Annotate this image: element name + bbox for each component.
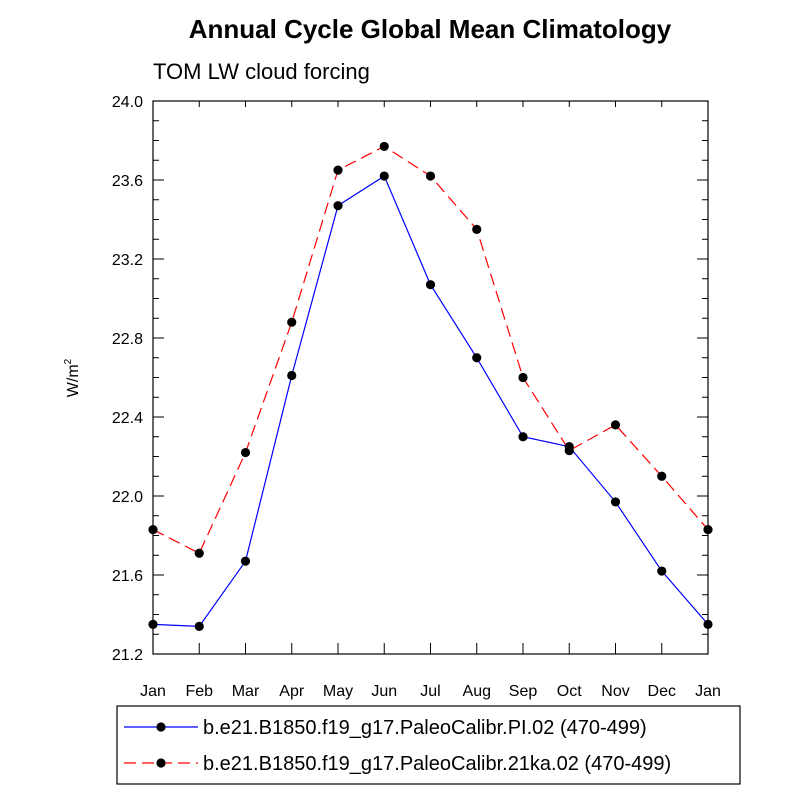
x-tick-label: Jun: [371, 683, 397, 700]
series-1-point: [703, 619, 713, 629]
x-tick-label: Nov: [601, 683, 629, 700]
y-tick-label: 22.0: [112, 489, 143, 506]
series-2-point: [472, 224, 482, 234]
y-axis-label: W/m2: [63, 358, 82, 397]
x-tick-label: Mar: [232, 683, 260, 700]
y-tick-label: 21.2: [112, 647, 143, 664]
series-2-point: [518, 372, 528, 383]
series-2-point: [657, 471, 667, 481]
legend-marker-1: [156, 722, 166, 732]
series-2-point: [610, 420, 621, 430]
chart-subtitle: TOM LW cloud forcing: [153, 59, 370, 84]
y-tick-label: 23.2: [112, 252, 143, 269]
legend-box: [116, 705, 741, 785]
series-layer: [148, 141, 713, 631]
x-tick-label: Apr: [279, 683, 305, 700]
series-2-point: [240, 447, 251, 458]
y-tick-label: 24.0: [112, 94, 143, 111]
y-axis-label-text: W/m: [65, 364, 82, 397]
series-1-point: [610, 497, 621, 507]
y-axis-label-superscript: 2: [63, 358, 74, 364]
y-tick-label: 22.4: [112, 410, 143, 427]
series-2-point: [703, 524, 713, 535]
x-tick-label: Oct: [557, 683, 582, 700]
x-tick-label: May: [323, 683, 353, 700]
series-1-point: [425, 280, 436, 290]
series-2-point: [333, 165, 343, 175]
x-tick-label: Jul: [420, 683, 440, 700]
series-2-point: [564, 445, 574, 456]
legend: b.e21.B1850.f19_g17.PaleoCalibr.PI.02 (4…: [124, 717, 671, 775]
chart-title: Annual Cycle Global Mean Climatology: [189, 14, 672, 44]
x-tick-label: Jan: [695, 683, 721, 700]
x-tick-label: Aug: [463, 683, 491, 700]
series-1-point: [472, 353, 482, 363]
y-tick-label: 22.8: [112, 331, 143, 348]
series-1-point: [287, 370, 297, 381]
series-line-2: [152, 145, 709, 555]
series-1-point: [379, 171, 389, 181]
x-tick-label: Jan: [140, 683, 166, 700]
series-2-point: [287, 317, 297, 327]
legend-label-2: b.e21.B1850.f19_g17.PaleoCalibr.21ka.02 …: [203, 753, 671, 775]
x-tick-label: Sep: [509, 683, 538, 700]
series-2-point: [379, 141, 389, 152]
plot-frame: [152, 100, 709, 655]
y-axis-ticks: 21.2 21.6 22.0 22.4 22.8 23.2 23.6 24.0: [112, 94, 708, 664]
series-1-point: [148, 619, 158, 629]
series-1-point: [657, 566, 667, 576]
x-tick-label: Dec: [648, 683, 676, 700]
legend-label-1: b.e21.B1850.f19_g17.PaleoCalibr.PI.02 (4…: [203, 717, 647, 739]
series-1-point: [240, 556, 251, 566]
series-1-point: [194, 621, 204, 631]
series-2-point: [425, 171, 436, 181]
legend-marker-2: [156, 758, 166, 768]
y-tick-label: 23.6: [112, 173, 143, 190]
series-line-1: [152, 175, 709, 627]
series-2-point: [148, 524, 158, 535]
x-tick-label: Feb: [185, 683, 213, 700]
series-1-point: [518, 432, 528, 442]
y-tick-label: 21.6: [112, 568, 143, 585]
series-1-point: [333, 201, 343, 211]
x-axis-ticks: Jan Feb Mar Apr May Jun Jul Aug Sep Oct Nov Dec Jan: [140, 101, 721, 700]
series-2-point: [194, 548, 204, 558]
